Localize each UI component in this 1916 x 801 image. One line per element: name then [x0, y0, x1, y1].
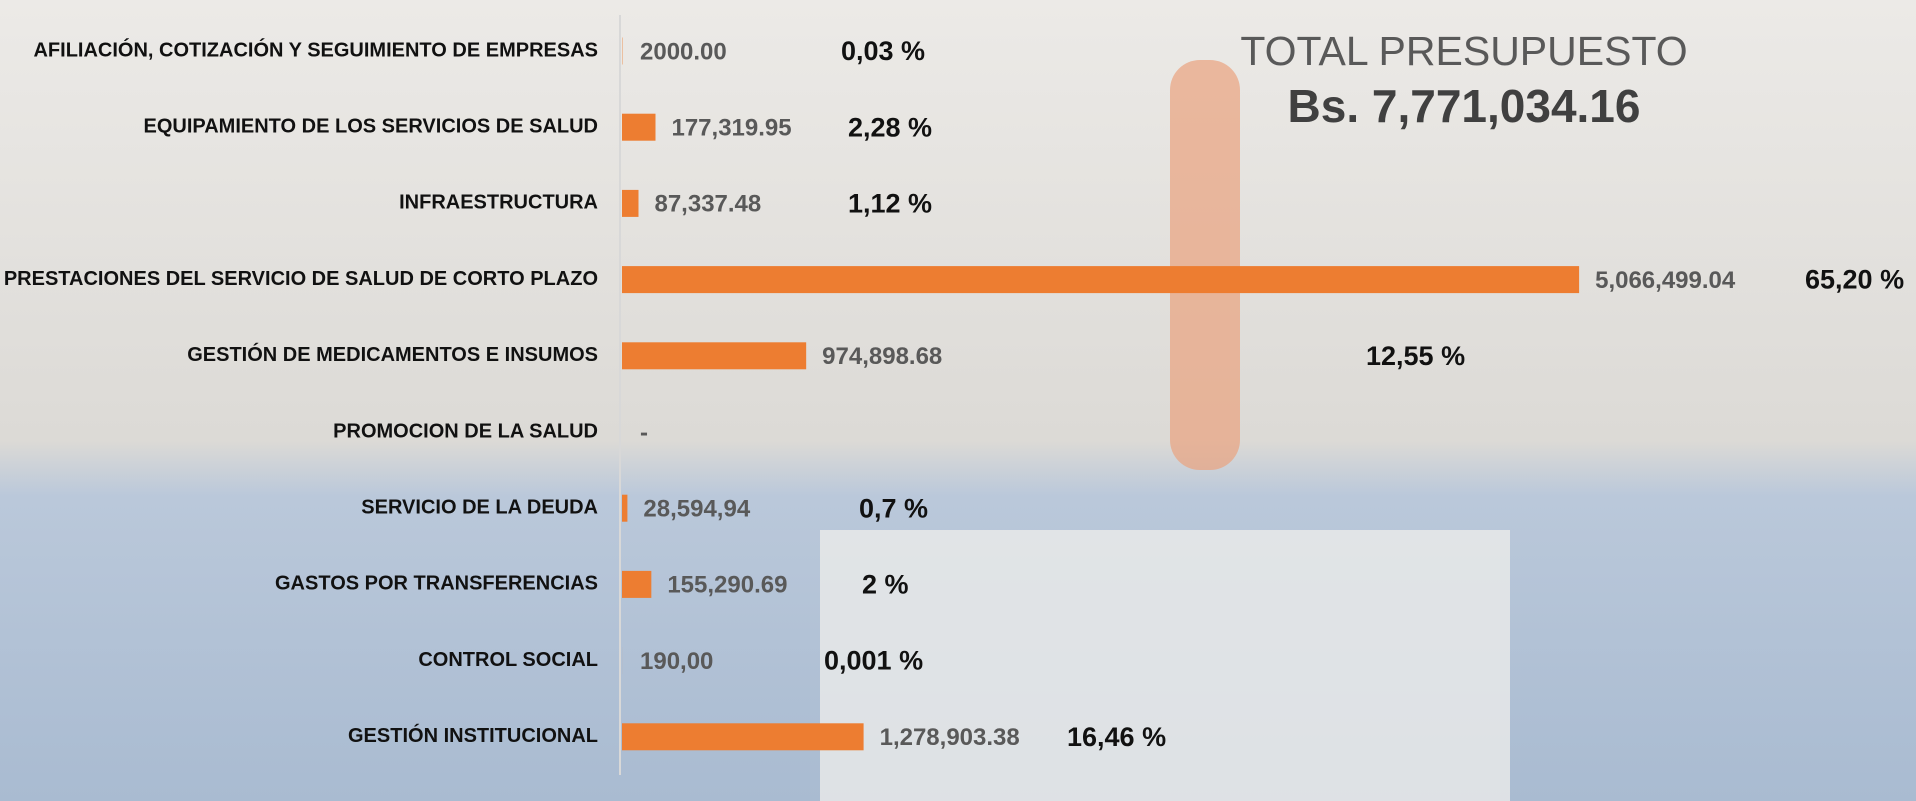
bar: [622, 570, 652, 598]
percent-label: 1,12 %: [848, 189, 932, 219]
bar: [622, 723, 864, 751]
value-label: 28,594,94: [643, 496, 750, 523]
category-label: GASTOS POR TRANSFERENCIAS: [275, 573, 598, 595]
bar: [622, 494, 628, 522]
category-label: GESTIÓN INSTITUCIONAL: [348, 723, 598, 747]
value-label: 155,290.69: [667, 572, 787, 599]
percent-label: 65,20 %: [1805, 265, 1904, 295]
bar: [622, 266, 1580, 294]
percent-label: 0,03 %: [841, 36, 925, 66]
chart-subtitle: Bs. 7,771,034.16: [1288, 80, 1641, 132]
chart-title: TOTAL PRESUPUESTO: [1240, 28, 1687, 74]
percent-label: 2,28 %: [848, 112, 932, 142]
bar: [622, 342, 807, 370]
category-label: INFRAESTRUCTURA: [399, 192, 598, 214]
category-label: SERVICIO DE LA DEUDA: [361, 496, 598, 518]
percent-label: 16,46 %: [1067, 722, 1166, 752]
bar: [622, 189, 639, 217]
value-label: 87,337.48: [654, 191, 761, 218]
value-label: 974,898.68: [822, 343, 942, 370]
value-label: 190,00: [640, 648, 713, 675]
value-label: 1,278,903.38: [880, 724, 1020, 751]
percent-label: 2 %: [862, 570, 909, 600]
value-label: -: [640, 419, 648, 446]
category-label: EQUIPAMIENTO DE LOS SERVICIOS DE SALUD: [143, 115, 598, 137]
category-label: PRESTACIONES DEL SERVICIO DE SALUD DE CO…: [4, 268, 598, 290]
percent-label: 0,001 %: [824, 646, 923, 676]
value-label: 5,066,499.04: [1595, 267, 1736, 294]
category-label: CONTROL SOCIAL: [418, 649, 598, 671]
category-label: AFILIACIÓN, COTIZACIÓN Y SEGUIMIENTO DE …: [33, 37, 598, 61]
background-cylinder: [1170, 60, 1240, 470]
bar: [622, 113, 656, 141]
category-label: PROMOCION DE LA SALUD: [333, 420, 598, 442]
value-label: 177,319.95: [671, 115, 791, 142]
background-device: [820, 530, 1510, 801]
percent-label: 0,7 %: [859, 493, 928, 523]
percent-label: 12,55 %: [1366, 341, 1465, 371]
value-label: 2000.00: [640, 38, 727, 65]
category-label: GESTIÓN DE MEDICAMENTOS E INSUMOS: [187, 342, 598, 366]
